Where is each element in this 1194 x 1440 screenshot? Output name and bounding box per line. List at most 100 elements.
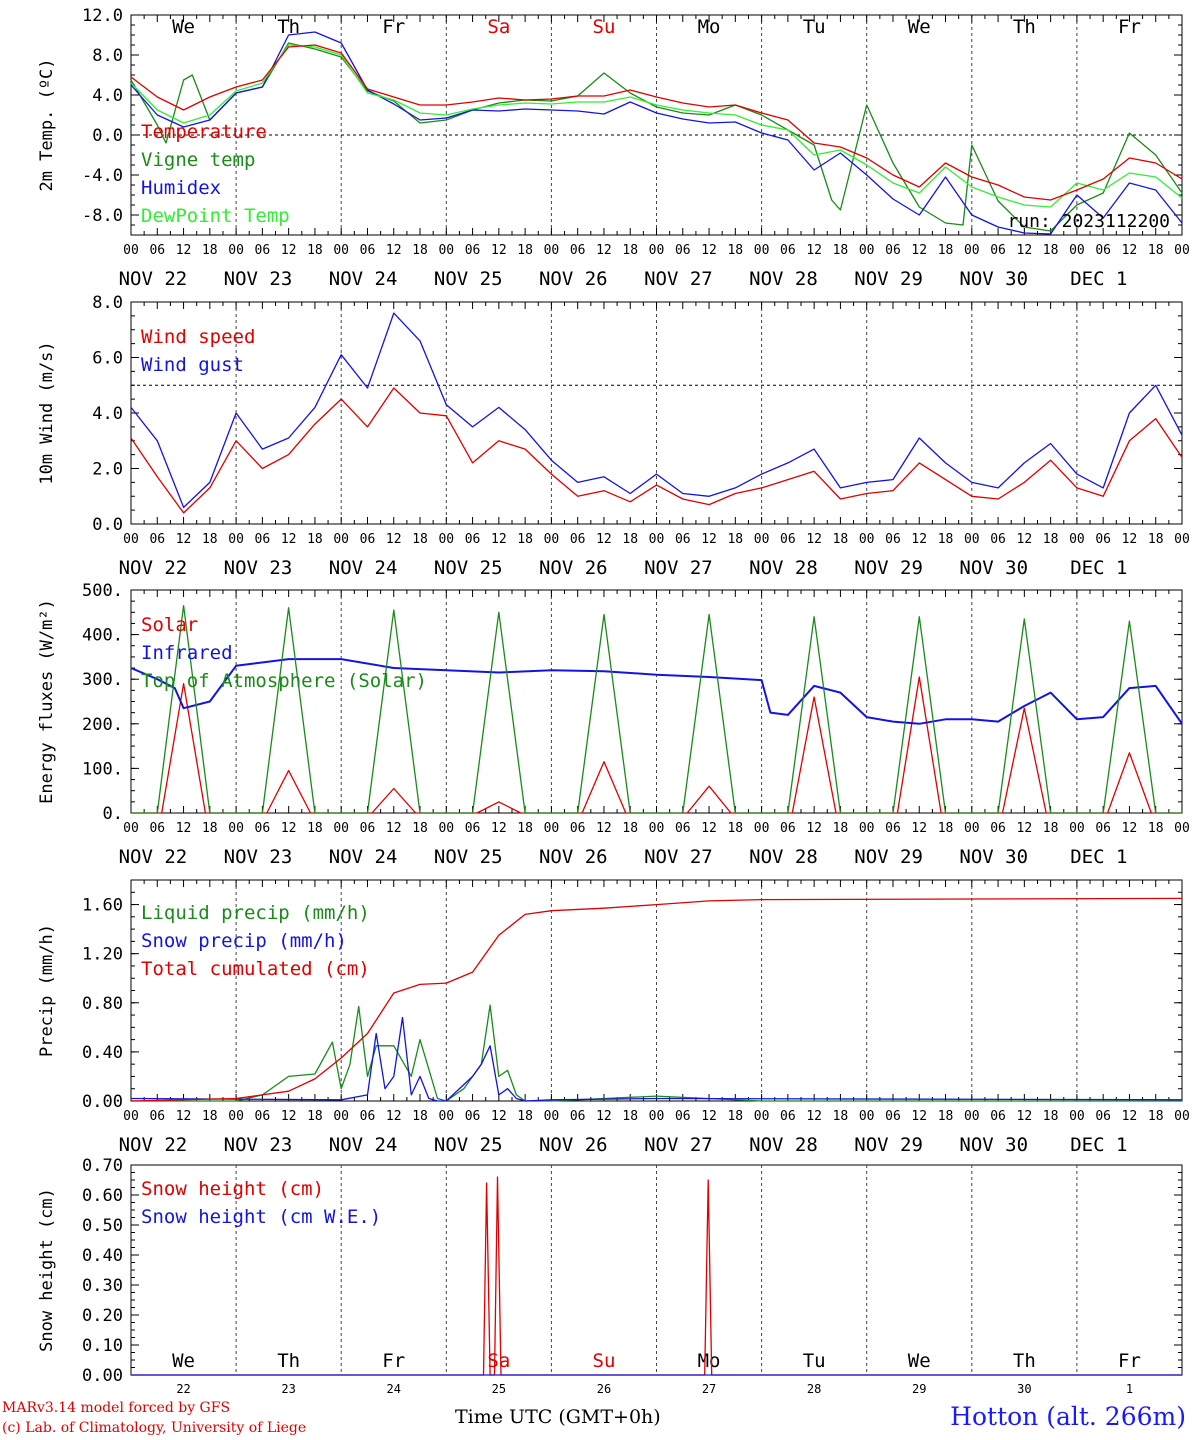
legend-entry: Solar — [141, 614, 198, 636]
date-label: NOV 23 — [224, 557, 293, 579]
hour-label: 06 — [675, 532, 691, 547]
hour-label: 18 — [727, 1109, 743, 1124]
series-line-wind-gust — [130, 312, 1183, 509]
hour-label: 18 — [202, 243, 218, 258]
hour-label: 00 — [1069, 821, 1085, 836]
hour-label: 12 — [1122, 532, 1138, 547]
y-tick-label: 4.0 — [92, 86, 123, 106]
legend-entry: Snow height (cm) — [141, 1178, 324, 1200]
hour-label: 00 — [544, 243, 560, 258]
y-tick-label: 0.00 — [82, 1366, 123, 1386]
hour-label: 00 — [1069, 1109, 1085, 1124]
y-axis-label: 2m Temp. (ºC) — [37, 58, 57, 191]
hour-label: 00 — [228, 821, 244, 836]
hour-label: 06 — [885, 532, 901, 547]
hour-label: 00 — [333, 821, 349, 836]
hour-label: 12 — [1122, 243, 1138, 258]
hour-label: 00 — [754, 243, 770, 258]
hour-label: 18 — [1148, 1109, 1164, 1124]
y-axis-label: Energy fluxes (W/m²) — [37, 599, 57, 804]
weekday-label: Sa — [487, 1350, 510, 1372]
hour-label: 06 — [885, 1109, 901, 1124]
date-label: NOV 29 — [854, 1134, 923, 1156]
y-tick-label: 12.0 — [82, 6, 123, 26]
hour-label: 06 — [780, 532, 796, 547]
hour-label: 00 — [228, 1109, 244, 1124]
hour-label: 00 — [859, 821, 875, 836]
hour-label: 12 — [281, 243, 297, 258]
hour-label: 00 — [333, 532, 349, 547]
date-label: NOV 26 — [539, 846, 608, 868]
series-line-top-of-atmosphere-solar- — [131, 604, 1182, 814]
hour-label: 12 — [176, 532, 192, 547]
hour-label: 12 — [806, 821, 822, 836]
hour-label: 06 — [360, 532, 376, 547]
y-tick-label: 0. — [103, 804, 123, 824]
date-label: NOV 23 — [224, 846, 293, 868]
hour-label: 18 — [622, 532, 638, 547]
weekday-label: Fr — [382, 1350, 405, 1372]
date-label: NOV 30 — [959, 268, 1028, 290]
hour-label: 18 — [938, 243, 954, 258]
hour-label: 06 — [465, 243, 481, 258]
legend-entry: Wind speed — [141, 326, 255, 348]
hour-label: 18 — [938, 1109, 954, 1124]
weekday-label: Th — [277, 1350, 300, 1372]
hour-label: 18 — [833, 532, 849, 547]
hour-label: 06 — [149, 532, 165, 547]
y-tick-label: 8.0 — [92, 46, 123, 66]
date-label: NOV 27 — [644, 557, 713, 579]
legend-entry: Humidex — [141, 177, 221, 199]
hour-label: 12 — [1017, 243, 1033, 258]
hour-label: 12 — [176, 1109, 192, 1124]
hour-label: 12 — [1122, 821, 1138, 836]
hour-label: 18 — [412, 821, 428, 836]
hour-label: 18 — [938, 532, 954, 547]
hour-label: 00 — [228, 243, 244, 258]
weekday-label: Th — [277, 16, 300, 38]
hour-label: 18 — [202, 532, 218, 547]
hour-label: 12 — [281, 821, 297, 836]
hour-label: 12 — [596, 821, 612, 836]
date-label: DEC 1 — [1070, 1134, 1127, 1156]
y-tick-label: 8.0 — [92, 293, 123, 313]
station-label: Hotton (alt. 266m) — [950, 1402, 1186, 1431]
hour-label: 00 — [859, 1109, 875, 1124]
date-label: NOV 24 — [329, 268, 398, 290]
date-label: NOV 26 — [539, 268, 608, 290]
series-line-snow-height-cm- — [131, 1176, 1182, 1376]
date-label: NOV 25 — [434, 557, 503, 579]
weekday-label: We — [172, 1350, 195, 1372]
hour-label: 18 — [412, 243, 428, 258]
hour-label: 12 — [806, 532, 822, 547]
hour-label: 12 — [386, 821, 402, 836]
hour-label: 12 — [596, 1109, 612, 1124]
hour-label: 00 — [1174, 243, 1190, 258]
hour-label: 06 — [780, 1109, 796, 1124]
y-tick-label: 1.20 — [82, 945, 123, 965]
series-line-humidex — [130, 31, 1183, 235]
hour-label: 06 — [885, 243, 901, 258]
hour-label: 12 — [701, 1109, 717, 1124]
hour-label: 18 — [1148, 821, 1164, 836]
hour-label: 06 — [465, 1109, 481, 1124]
hour-label: 06 — [675, 1109, 691, 1124]
weekday-label: Sa — [487, 16, 510, 38]
y-tick-label: 2.0 — [92, 460, 123, 480]
date-label: NOV 23 — [224, 1134, 293, 1156]
series-line-solar — [131, 676, 1182, 814]
date-label: NOV 22 — [119, 268, 188, 290]
hour-label: 12 — [596, 243, 612, 258]
hour-label: 00 — [228, 532, 244, 547]
y-tick-label: 0.40 — [82, 1043, 123, 1063]
hour-label: 18 — [412, 532, 428, 547]
hour-label: 18 — [202, 1109, 218, 1124]
weekday-label: We — [172, 16, 195, 38]
hour-label: 06 — [255, 532, 271, 547]
date-label: NOV 30 — [959, 557, 1028, 579]
hour-label: 12 — [701, 821, 717, 836]
hour-label: 06 — [149, 821, 165, 836]
hour-label: 18 — [412, 1109, 428, 1124]
hour-label: 06 — [780, 821, 796, 836]
hour-label: 18 — [307, 821, 323, 836]
